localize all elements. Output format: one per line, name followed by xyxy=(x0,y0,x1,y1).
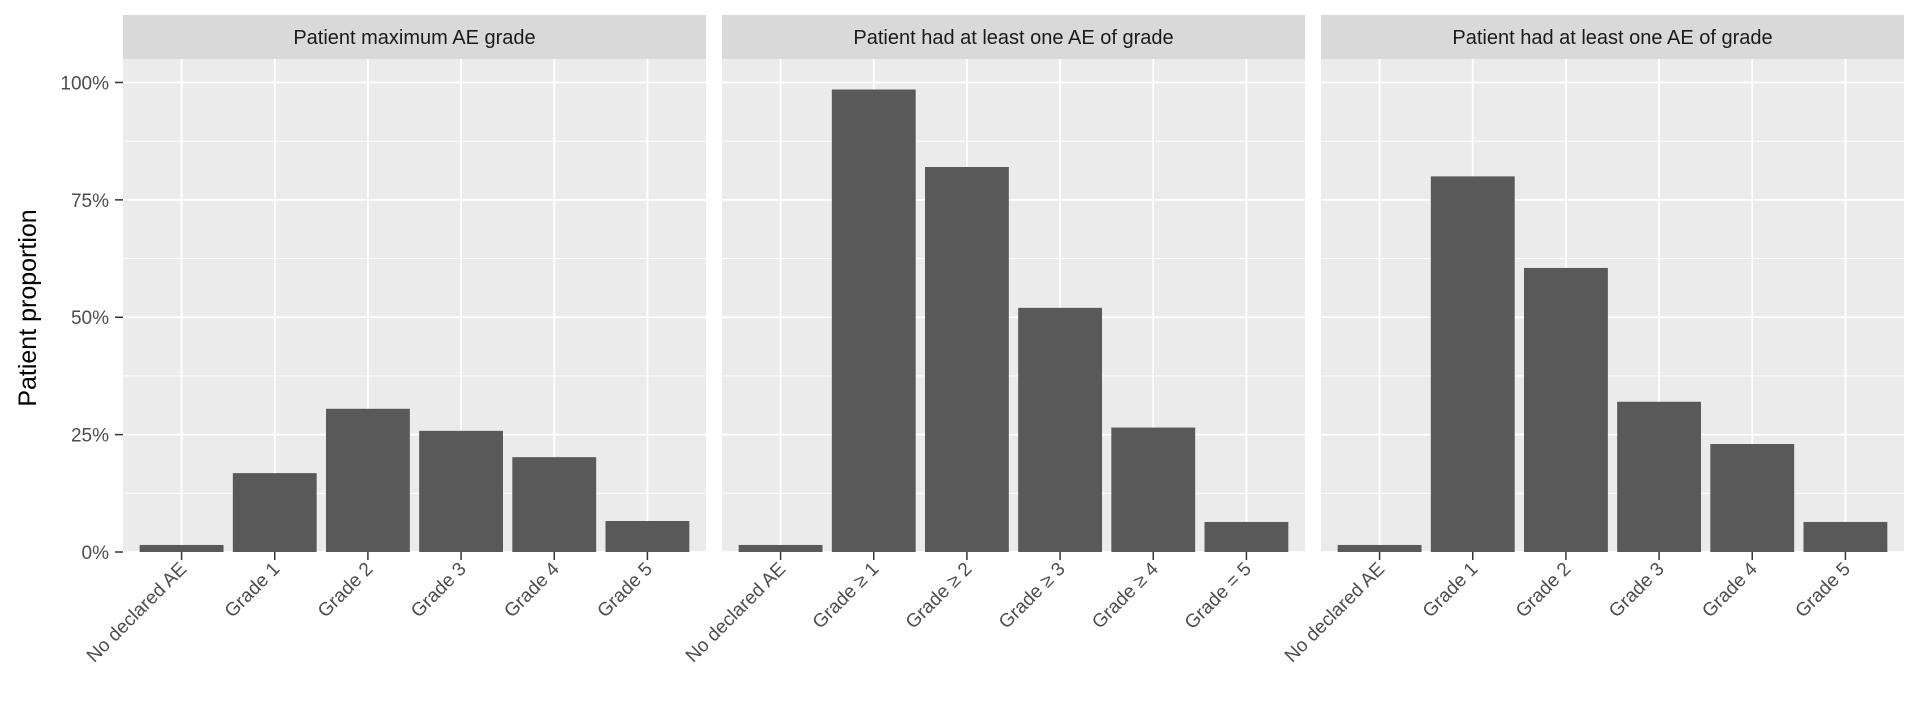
bar xyxy=(1018,307,1103,552)
bar xyxy=(139,544,224,552)
x-tick-label: Grade 3 xyxy=(1605,559,1668,622)
y-axis-title: Patient proportion xyxy=(14,209,42,406)
x-tick-label: Grade 2 xyxy=(314,559,377,622)
x-tick-label: Grade 4 xyxy=(1698,558,1762,622)
x-tick-label: No declared AE xyxy=(83,559,191,667)
x-tick-label: No declared AE xyxy=(1281,559,1389,667)
bar xyxy=(924,166,1009,552)
x-tick-label: Grade ≥ 3 xyxy=(995,559,1070,634)
y-axis-title-group: Patient proportion xyxy=(14,209,42,406)
bar xyxy=(1430,176,1515,552)
x-tick-label: Grade 5 xyxy=(1792,559,1855,622)
y-tick-label: 0% xyxy=(82,543,110,564)
x-tick-label: Grade 1 xyxy=(221,559,284,622)
x-tick-label: Grade ≥ 1 xyxy=(809,559,884,634)
bar xyxy=(419,430,504,552)
facet-title: Patient maximum AE grade xyxy=(293,27,535,49)
x-tick-label: Grade ≥ 2 xyxy=(902,559,977,634)
facet-panel: Patient maximum AE grade No declared AE Gr… xyxy=(83,15,706,667)
bar xyxy=(1337,544,1422,552)
bar xyxy=(1523,267,1608,552)
bar xyxy=(325,408,410,552)
x-tick-label: Grade 4 xyxy=(500,558,564,622)
facet-title: Patient had at least one AE of grade xyxy=(1452,27,1772,49)
y-tick-label: 100% xyxy=(60,73,109,94)
facet-strip xyxy=(1321,15,1904,59)
x-tick-label: Grade 2 xyxy=(1512,559,1575,622)
x-tick-label: Grade ≥ 4 xyxy=(1088,558,1163,633)
x-tick-label: Grade 3 xyxy=(407,559,470,622)
facet-strip xyxy=(722,15,1305,59)
facet-panels: Patient maximum AE grade No declared AE Gr… xyxy=(83,15,1904,667)
facet-panel: Patient had at least one AE of grade No d… xyxy=(1281,15,1904,667)
bar xyxy=(605,521,690,552)
panel-background xyxy=(1321,59,1904,552)
x-tick-label: Grade 1 xyxy=(1419,559,1482,622)
bar xyxy=(831,89,916,553)
facet-strip xyxy=(123,15,706,59)
bar xyxy=(1803,521,1888,552)
bar xyxy=(512,457,597,552)
x-tick-label: No declared AE xyxy=(682,559,790,667)
y-axis-ticks: 0% 25% 50% 75% 100% xyxy=(60,73,123,564)
facet-panel: Patient had at least one AE of grade No d… xyxy=(682,15,1305,667)
panel-background xyxy=(123,59,706,552)
bar xyxy=(1204,521,1289,552)
x-tick-label: Grade = 5 xyxy=(1181,559,1256,634)
x-tick-label: Grade 5 xyxy=(594,559,657,622)
panel-background xyxy=(722,59,1305,552)
y-tick-label: 75% xyxy=(71,191,109,212)
facet-title: Patient had at least one AE of grade xyxy=(853,27,1173,49)
y-tick-label: 50% xyxy=(71,308,109,329)
bar xyxy=(1710,444,1795,552)
bar xyxy=(1617,401,1702,552)
y-tick-label: 25% xyxy=(71,426,109,447)
bar xyxy=(232,473,317,552)
bar xyxy=(738,544,823,552)
bar xyxy=(1111,427,1196,552)
